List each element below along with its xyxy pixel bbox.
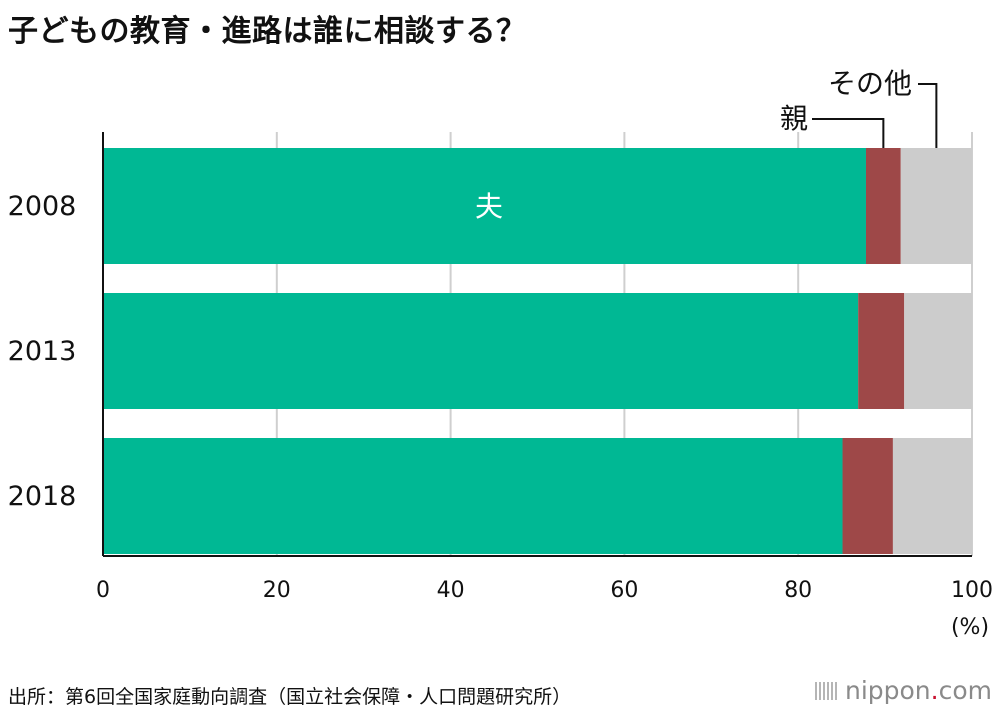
x-tick-label-20: 20 [263,578,291,603]
x-tick-label-0: 0 [96,578,110,603]
labels: 2008 2013 2018 夫 [8,190,503,512]
x-tick-label-60: 60 [610,578,638,603]
bar-2018-series-1 [103,438,843,554]
series-label-1: 夫 [475,190,503,223]
logo-suffix: com [938,676,992,705]
x-tick-label-40: 40 [437,578,465,603]
bar-2013-series-3 [904,293,972,409]
callout-line-3 [918,83,938,148]
y-label-2018: 2018 [8,481,77,512]
bar-2013-series-2 [858,293,905,409]
x-unit-label: (%) [951,615,989,640]
bar-2018-series-2 [842,438,893,554]
logo-dot: . [930,676,939,705]
bar-2008-series-1 [103,148,866,264]
bar-2013-series-1 [103,293,859,409]
y-label-2008: 2008 [8,191,77,222]
chart-title: 子どもの教育・進路は誰に相談する？ [8,14,527,49]
source-note: 出所：第6回全国家庭動向調査（国立社会保障・人口問題研究所） [8,686,572,708]
series-label-2: 親 [780,102,808,135]
bar-2018-series-3 [892,438,972,554]
x-tick-label-100: 100 [951,578,993,603]
x-axis: 0 20 40 60 80 100 (%) [96,132,993,640]
bar-2008-series-2 [865,148,901,264]
y-label-2013: 2013 [8,336,77,367]
nippon-logo[interactable]: nippon.com [814,676,992,705]
callout-line-2 [812,118,885,148]
logo-mark-icon [814,682,837,700]
series-label-3: その他 [828,67,912,100]
logo-name: nippon [844,676,931,705]
bars [103,148,972,554]
x-tick-label-80: 80 [784,578,812,603]
bar-2008-series-3 [900,148,972,264]
